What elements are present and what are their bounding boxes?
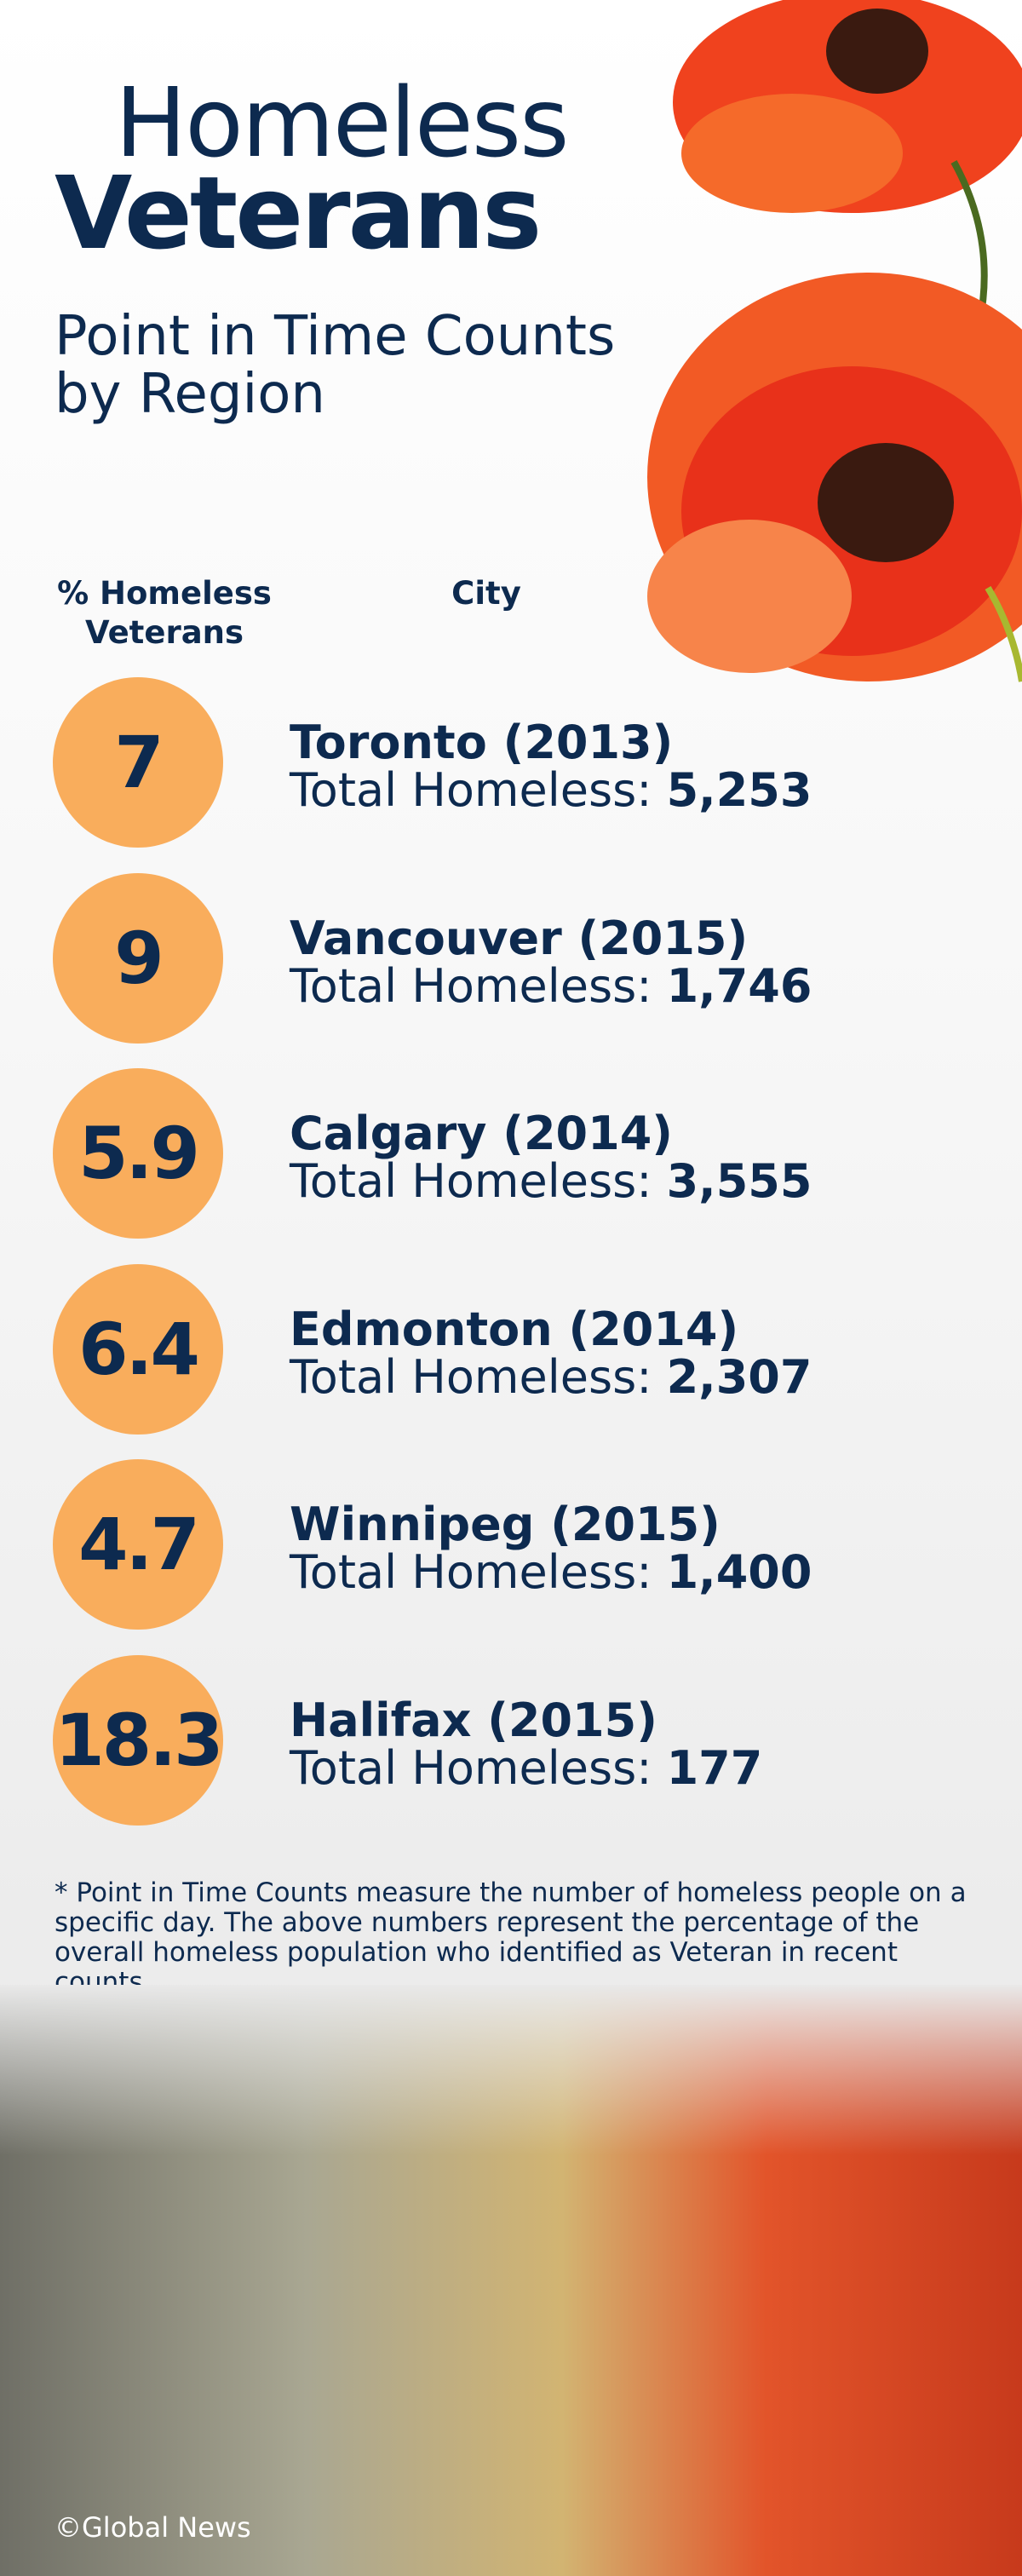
photo-fade — [0, 1985, 1022, 2155]
percent-circle: 6.4 — [53, 1263, 223, 1435]
total-label: Total Homeless: — [290, 763, 652, 817]
total-value: 1,746 — [666, 958, 812, 1013]
footnote: * Point in Time Counts measure the numbe… — [55, 1877, 967, 1998]
percent-circle: 5.9 — [53, 1068, 223, 1239]
city-name: Winnipeg (2015) — [290, 1498, 721, 1552]
percent-circle: 7 — [53, 677, 223, 848]
city-name: Calgary (2014) — [290, 1107, 673, 1161]
title: Homeless — [115, 68, 569, 179]
subtitle: Point in Time Counts — [55, 305, 616, 368]
city-name: Vancouver (2015) — [290, 911, 749, 965]
total-row: Total Homeless: 3,555 — [290, 1157, 812, 1206]
credit: ©Global News — [55, 2511, 251, 2544]
total-label: Total Homeless: — [290, 1154, 652, 1209]
title: Veterans — [55, 154, 542, 272]
total-value: 3,555 — [666, 1154, 812, 1209]
total-label: Total Homeless: — [290, 1349, 652, 1404]
total-label: Total Homeless: — [290, 1741, 652, 1795]
percent-circle: 9 — [53, 872, 223, 1044]
poppies — [647, 0, 1022, 682]
total-row: Total Homeless: 177 — [290, 1744, 762, 1793]
city-name: Halifax (2015) — [290, 1693, 657, 1747]
total-label: Total Homeless: — [290, 958, 652, 1013]
total-label: Total Homeless: — [290, 1545, 652, 1600]
total-value: 1,400 — [666, 1545, 812, 1600]
total-row: Total Homeless: 1,400 — [290, 1548, 812, 1597]
total-row: Total Homeless: 2,307 — [290, 1349, 812, 1404]
city-name: Toronto (2013) — [290, 716, 674, 769]
total-value: 177 — [666, 1741, 763, 1795]
subtitle: by Region — [55, 363, 325, 426]
total-row: Total Homeless: 5,253 — [290, 766, 812, 815]
column-header: City — [451, 575, 521, 612]
city-name: Edmonton (2014) — [290, 1302, 739, 1356]
percent-circle: 4.7 — [53, 1459, 223, 1630]
percent-circle: 18.3 — [53, 1655, 224, 1826]
total-value: 5,253 — [666, 763, 812, 817]
column-header: % Homeless Veterans — [57, 575, 272, 651]
total-row: Total Homeless: 1,746 — [290, 958, 812, 1013]
total-value: 2,307 — [666, 1349, 812, 1404]
